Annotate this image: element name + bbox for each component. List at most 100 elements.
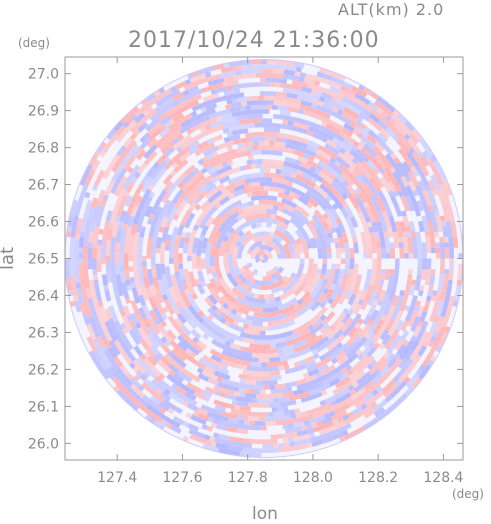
- radar-cell: [130, 312, 137, 320]
- radar-cell: [342, 237, 349, 244]
- radar-cell: [193, 237, 200, 244]
- radar-cell: [370, 274, 376, 281]
- radar-cell: [119, 364, 127, 372]
- radar-cell: [143, 151, 151, 159]
- radar-cell: [319, 369, 327, 377]
- radar-cell: [448, 269, 454, 275]
- radar-cell: [447, 300, 454, 308]
- radar-cell: [108, 330, 116, 338]
- radar-cell: [69, 300, 76, 307]
- radar-cell: [311, 88, 318, 95]
- radar-cell: [372, 405, 380, 413]
- radar-cell: [301, 382, 308, 389]
- radar-cell: [381, 253, 387, 259]
- radar-cell: [246, 305, 253, 312]
- radar-cell: [132, 304, 139, 312]
- radar-cell: [287, 120, 294, 126]
- radar-cell: [214, 247, 220, 254]
- radar-cell: [310, 333, 318, 340]
- radar-cell: [286, 386, 293, 393]
- radar-cell: [78, 269, 84, 275]
- radar-cell: [280, 183, 287, 190]
- radar-cell: [288, 191, 296, 198]
- radar-cell: [115, 269, 121, 275]
- radar-cell: [80, 189, 87, 196]
- radar-cell: [346, 114, 354, 121]
- radar-cell: [266, 73, 273, 78]
- radar-cell: [171, 404, 179, 412]
- radar-cell: [352, 331, 360, 339]
- radar-cell: [397, 190, 405, 198]
- radar-cell: [295, 66, 302, 73]
- radar-cell: [161, 236, 167, 243]
- radar-cell: [162, 306, 169, 314]
- radar-cell: [130, 169, 138, 176]
- radar-cell: [274, 416, 281, 421]
- radar-cell: [146, 176, 154, 184]
- radar-cell: [269, 384, 275, 390]
- radar-cell: [130, 390, 138, 398]
- radar-cell: [75, 305, 82, 313]
- radar-cell: [399, 305, 406, 312]
- radar-cell: [215, 268, 222, 275]
- radar-cell: [295, 98, 302, 105]
- radar-cell: [269, 172, 275, 178]
- radar-cell: [384, 176, 392, 184]
- radar-cell: [125, 152, 133, 160]
- radar-cell: [437, 331, 444, 338]
- radar-cell: [289, 176, 296, 183]
- radar-cell: [432, 179, 439, 187]
- radar-cell: [105, 368, 113, 376]
- radar-cell: [420, 325, 427, 333]
- radar-cell: [210, 205, 218, 213]
- radar-cell: [444, 295, 451, 302]
- radar-cell: [444, 269, 450, 275]
- radar-cell: [281, 165, 289, 172]
- radar-cell: [281, 275, 289, 283]
- radar-cell: [252, 236, 259, 243]
- radar-cell: [75, 282, 81, 289]
- radar-cell: [112, 327, 119, 335]
- radar-cell: [331, 357, 338, 365]
- radar-cell: [255, 303, 262, 309]
- radar-cell: [274, 64, 281, 70]
- radar-cell: [262, 100, 269, 105]
- radar-cell: [93, 279, 99, 286]
- radar-cell: [227, 80, 234, 86]
- radar-cell: [192, 173, 200, 181]
- radar-cell: [187, 205, 195, 213]
- radar-cell: [369, 384, 377, 392]
- radar-cell: [253, 82, 259, 87]
- radar-cell: [443, 274, 449, 281]
- radar-cell: [300, 425, 308, 431]
- radar-cell: [150, 359, 158, 367]
- radar-cell: [231, 427, 238, 433]
- radar-cell: [154, 369, 162, 377]
- radar-cell: [138, 397, 146, 405]
- radar-cell: [178, 263, 184, 270]
- radar-cell: [257, 159, 263, 164]
- radar-cell: [122, 305, 129, 312]
- radar-cell: [112, 315, 119, 323]
- radar-cell: [247, 384, 254, 390]
- radar-cell: [123, 258, 129, 264]
- radar-cell: [143, 371, 151, 379]
- radar-cell: [342, 371, 350, 379]
- radar-cell: [227, 94, 234, 100]
- radar-cell: [269, 64, 275, 69]
- radar-cell: [112, 207, 119, 215]
- radar-cell: [122, 382, 130, 390]
- radar-cell: [312, 232, 319, 239]
- radar-cell: [335, 155, 343, 163]
- radar-cell: [244, 132, 251, 138]
- radar-cell: [103, 226, 109, 233]
- radar-cell: [444, 311, 451, 318]
- radar-cell: [103, 356, 110, 364]
- radar-cell: [319, 183, 327, 191]
- radar-cell: [439, 269, 445, 275]
- radar-cell: [287, 437, 294, 443]
- radar-cell: [129, 234, 135, 241]
- radar-cell: [298, 151, 306, 158]
- radar-cell: [427, 290, 433, 297]
- radar-cell: [397, 294, 404, 302]
